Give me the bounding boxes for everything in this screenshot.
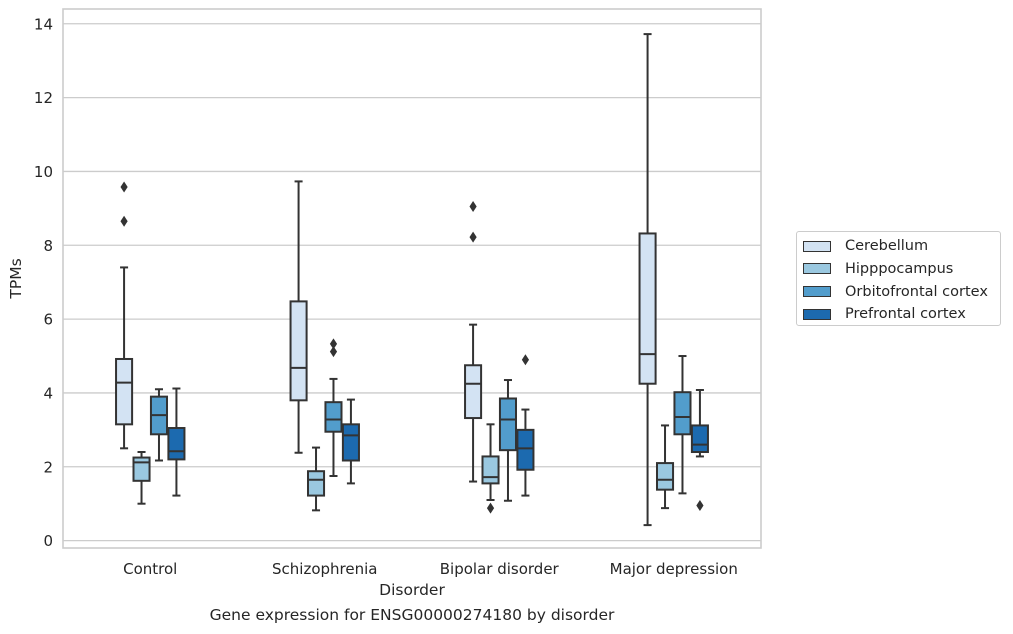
legend-item: Orbitofrontal cortex bbox=[803, 283, 988, 301]
y-tick-labels: 0 2 4 6 8 10 12 14 bbox=[34, 15, 53, 550]
iqr-box bbox=[464, 364, 483, 420]
box-plot bbox=[655, 424, 675, 510]
box-plot bbox=[289, 180, 308, 454]
outlier-point bbox=[329, 346, 338, 358]
legend-swatch bbox=[803, 263, 831, 275]
y-tick-label: 14 bbox=[34, 15, 53, 33]
outlier-point bbox=[486, 502, 495, 514]
legend-item: Hipppocampus bbox=[803, 260, 953, 278]
box-plot bbox=[690, 388, 709, 512]
legend-label: Hipppocampus bbox=[845, 260, 954, 277]
x-tick-label: Schizophrenia bbox=[272, 560, 377, 578]
outlier-point bbox=[469, 201, 477, 213]
legend-item: Cerebellum bbox=[803, 237, 928, 255]
legend-label: Prefrontal cortex bbox=[845, 306, 966, 323]
grid-lines bbox=[63, 23, 761, 542]
box-plot bbox=[464, 201, 483, 483]
box-plot bbox=[481, 423, 500, 514]
x-tick-labels: Control Schizophrenia Bipolar disorder Majo… bbox=[123, 560, 738, 578]
legend-item: Prefrontal cortex bbox=[803, 305, 966, 323]
x-tick-label: Major depression bbox=[610, 560, 738, 578]
outlier-point bbox=[521, 354, 530, 366]
legend-swatch bbox=[803, 308, 831, 320]
legend-label: Cerebellum bbox=[845, 238, 929, 254]
iqr-box bbox=[115, 357, 134, 426]
box-series bbox=[115, 33, 709, 527]
x-tick-label: Control bbox=[123, 560, 177, 578]
box-plot bbox=[498, 379, 518, 502]
y-tick-label: 12 bbox=[34, 89, 53, 107]
box-series-cerebellum bbox=[115, 33, 657, 527]
y-tick-label: 0 bbox=[43, 532, 53, 550]
box-plot bbox=[306, 446, 326, 512]
iqr-box bbox=[132, 456, 151, 482]
iqr-box bbox=[167, 427, 186, 461]
iqr-box bbox=[498, 397, 518, 452]
box-series-prefrontal-cortex bbox=[167, 354, 709, 512]
box-plot bbox=[132, 451, 151, 505]
iqr-box bbox=[516, 428, 535, 471]
box-series-orbitofrontal-cortex bbox=[149, 338, 692, 502]
iqr-box bbox=[655, 462, 675, 491]
legend: Cerebellum Hipppocampus Orbitofrontal cort… bbox=[796, 231, 1001, 326]
y-tick-label: 4 bbox=[43, 384, 53, 402]
y-tick-label: 10 bbox=[34, 163, 53, 181]
iqr-box bbox=[638, 232, 657, 385]
box-plot bbox=[115, 181, 134, 450]
outlier-point bbox=[120, 181, 128, 193]
x-tick-label: Bipolar disorder bbox=[440, 560, 560, 578]
outlier-point bbox=[329, 338, 338, 350]
box-plot bbox=[167, 387, 186, 497]
legend-label: Orbitofrontal cortex bbox=[845, 283, 988, 300]
box-plot bbox=[673, 355, 692, 495]
box-plot bbox=[341, 398, 360, 485]
iqr-box bbox=[481, 455, 500, 485]
box-plot bbox=[149, 388, 169, 462]
legend-swatch bbox=[803, 286, 831, 298]
outlier-point bbox=[696, 500, 704, 512]
chart-caption: Gene expression for ENSG00000274180 by d… bbox=[209, 606, 615, 624]
box-plot bbox=[324, 338, 343, 478]
box-plot bbox=[638, 33, 657, 527]
iqr-box bbox=[324, 401, 343, 433]
y-axis-label: TPMs bbox=[7, 258, 25, 299]
x-axis-label: Disorder bbox=[379, 581, 445, 599]
box-plot bbox=[516, 354, 535, 497]
iqr-box bbox=[289, 300, 308, 402]
iqr-box bbox=[306, 470, 326, 497]
plot-frame bbox=[62, 8, 762, 549]
iqr-box bbox=[673, 391, 692, 436]
legend-swatch bbox=[803, 240, 831, 252]
iqr-box bbox=[341, 423, 360, 462]
y-tick-label: 2 bbox=[43, 458, 53, 476]
box-series-hipppocampus bbox=[132, 423, 675, 514]
y-tick-label: 6 bbox=[43, 311, 53, 329]
outlier-point bbox=[469, 231, 477, 243]
outlier-point bbox=[120, 215, 128, 227]
iqr-box bbox=[690, 424, 709, 454]
y-tick-label: 8 bbox=[43, 237, 53, 255]
